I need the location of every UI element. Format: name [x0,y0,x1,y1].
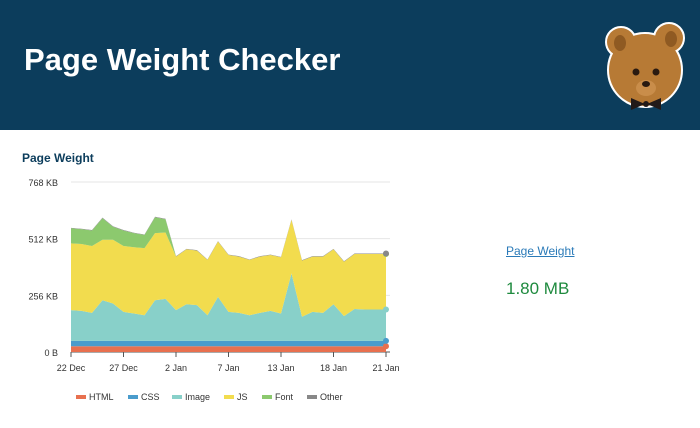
x-tick-label: 13 Jan [267,363,294,373]
legend-swatch-font [262,395,272,399]
chart-title: Page Weight [22,151,94,165]
x-tick-label: 22 Dec [57,363,86,373]
end-point-other [383,250,389,257]
legend-swatch-html [76,395,86,399]
legend-label-html: HTML [89,392,114,402]
legend-swatch-css [128,395,138,399]
legend-swatch-image [172,395,182,399]
legend-label-css: CSS [141,392,160,402]
page-title: Page Weight Checker [24,42,341,77]
x-tick-label: 7 Jan [217,363,239,373]
area-font [71,217,386,262]
legend-label-js: JS [237,392,248,402]
area-html [71,346,386,352]
area-css [71,340,386,347]
page-weight-link[interactable]: Page Weight [506,244,575,258]
y-tick-label: 0 B [44,348,58,358]
end-point-css [383,337,389,344]
page-weight-value: 1.80 MB [506,279,570,298]
y-tick-label: 256 KB [28,291,58,301]
x-tick-label: 27 Dec [109,363,138,373]
y-tick-label: 512 KB [28,235,58,245]
y-tick-label: 768 KB [28,178,58,188]
area-js [71,219,386,317]
legend-label-font: Font [275,392,294,402]
bear-logo-icon [605,22,685,110]
x-tick-label: 21 Jan [372,363,399,373]
area-image [71,273,386,341]
legend-label-other: Other [320,392,343,402]
x-tick-label: 18 Jan [320,363,347,373]
legend-swatch-js [224,395,234,399]
legend-swatch-other [307,395,317,399]
header: Page Weight Checker [0,0,700,130]
x-tick-label: 2 Jan [165,363,187,373]
end-point-html [383,343,389,350]
page-weight-chart: 0 B 256 KB 512 KB 768 KB 22 Dec 27 Dec 2 Jan 7 … [28,178,399,402]
legend-label-image: Image [185,392,210,402]
end-point-image [383,306,389,313]
